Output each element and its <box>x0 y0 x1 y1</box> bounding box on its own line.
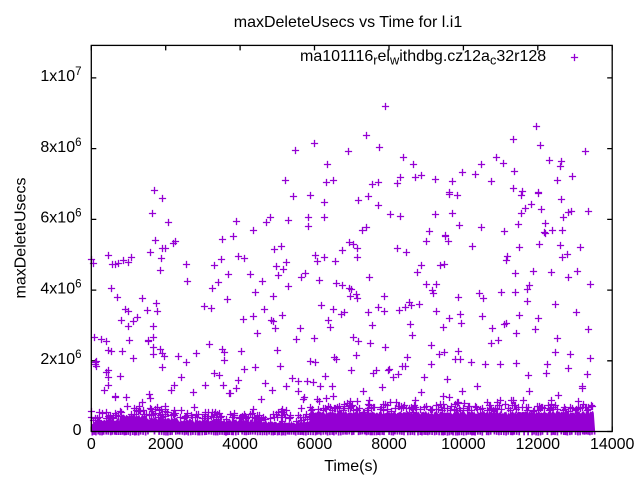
svg-text:2000: 2000 <box>148 436 184 453</box>
svg-text:4000: 4000 <box>222 436 258 453</box>
svg-text:2x106: 2x106 <box>40 349 81 368</box>
svg-text:4x106: 4x106 <box>40 278 81 297</box>
svg-text:ma101116relwithdbg.cz12ac32r12: ma101116relwithdbg.cz12ac32r128 <box>300 48 546 68</box>
svg-text:10000: 10000 <box>441 436 486 453</box>
svg-text:maxDeleteUsecs vs Time for l.i: maxDeleteUsecs vs Time for l.i1 <box>234 14 463 31</box>
svg-text:0: 0 <box>73 422 82 439</box>
svg-text:0: 0 <box>87 436 96 453</box>
svg-text:12000: 12000 <box>516 436 561 453</box>
svg-text:6x106: 6x106 <box>40 208 81 227</box>
svg-text:maxDeleteUsecs: maxDeleteUsecs <box>13 178 30 299</box>
svg-text:14000: 14000 <box>590 436 635 453</box>
svg-text:8x106: 8x106 <box>40 137 81 156</box>
svg-text:8000: 8000 <box>371 436 407 453</box>
svg-text:6000: 6000 <box>297 436 333 453</box>
svg-text:Time(s): Time(s) <box>324 458 378 475</box>
svg-text:1x107: 1x107 <box>40 66 81 85</box>
